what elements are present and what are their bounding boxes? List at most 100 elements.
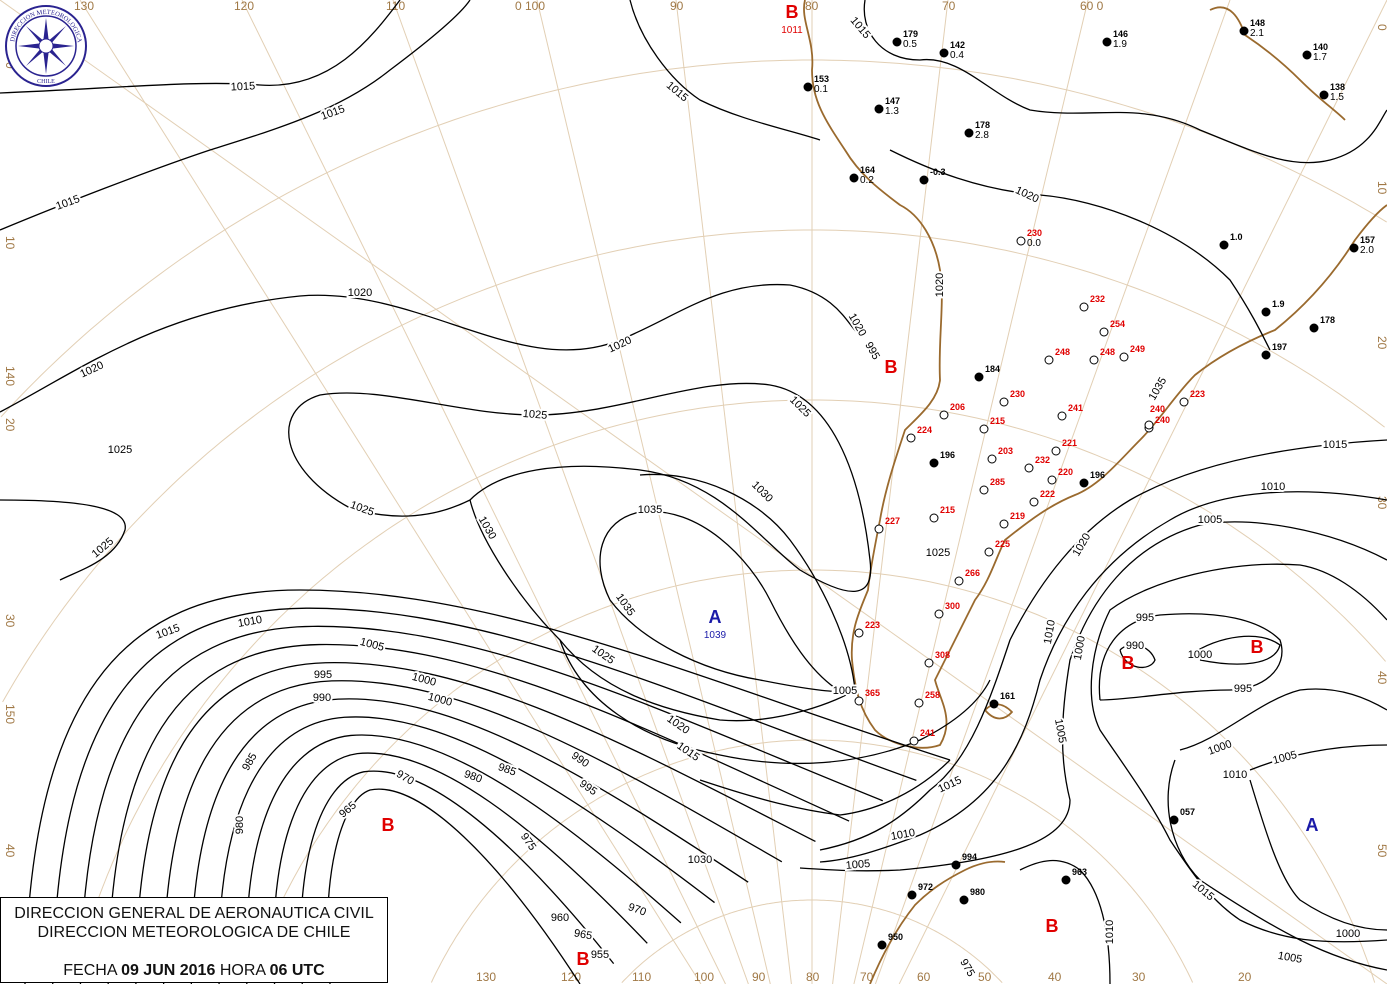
station-label-group: 950	[888, 932, 903, 942]
station-circle-icon	[849, 173, 859, 183]
meridian	[536, 0, 771, 984]
isobar-label-group: 1035	[636, 502, 664, 518]
grid-label-top: 90	[670, 0, 684, 13]
station-circle-icon	[1302, 50, 1312, 60]
title-box: DIRECCION GENERAL DE AERONAUTICA CIVIL D…	[0, 897, 388, 983]
low-pressure-center: B	[577, 949, 590, 969]
parallel	[430, 739, 1194, 983]
station-circle-icon	[1061, 875, 1071, 885]
isobar-label: 970	[626, 901, 647, 919]
isobar-990-east	[1119, 635, 1281, 669]
isobar-label-group: 1010	[888, 825, 918, 845]
isobar-label: 960	[551, 912, 569, 924]
station-circle-icon	[939, 48, 949, 58]
station-tendency: 1.3	[885, 106, 899, 117]
station-label-group: 254	[1110, 319, 1125, 329]
station-label-group: 972	[918, 882, 933, 892]
station-label-group: 230	[1010, 389, 1025, 399]
isobar-label-group: 970	[392, 766, 418, 790]
date-label: FECHA	[63, 962, 117, 979]
date-time-line: FECHA 09 JUN 2016 HORA 06 UTC	[1, 961, 387, 980]
station-label-group: 232	[1090, 294, 1105, 304]
isobar-label: 1035	[613, 591, 637, 618]
isobar-label: 1025	[787, 394, 813, 420]
grid-label-top: 80	[805, 0, 819, 13]
pressure-center-group: B	[1046, 916, 1059, 936]
isobar-label: 1020	[1071, 531, 1094, 558]
isobar-label: 1020	[846, 311, 869, 338]
grid-label-right: 50	[1375, 844, 1387, 858]
station-pressure: 223	[865, 620, 880, 630]
isobar-label: 1030	[749, 479, 775, 505]
pressure-center-group: B	[382, 815, 395, 835]
station-circle-icon	[989, 699, 999, 709]
isobar-label-group: 1015	[934, 772, 965, 797]
station-label-group: 215	[990, 416, 1005, 426]
isobar-label-group: 1010	[235, 612, 265, 632]
station-pressure: 215	[940, 505, 955, 515]
station-circle-icon	[979, 424, 989, 434]
isobar-label: 1010	[1104, 920, 1116, 944]
station-pressure: 285	[990, 477, 1005, 487]
station-label-group: 196	[940, 450, 955, 460]
low-pressure-center: B	[1251, 637, 1264, 657]
pressure-center-group: B	[577, 949, 590, 969]
isobar-label-group: 1010	[1102, 918, 1118, 946]
pressure-center-group: B 1011	[781, 2, 803, 36]
isobar-label: 1025	[90, 535, 116, 560]
station-label-group: 224	[917, 425, 932, 435]
station-tendency: 1.7	[1313, 52, 1327, 63]
station-label-group: 223	[865, 620, 880, 630]
isobar-label-group: 1025	[88, 533, 118, 562]
isobar-label: 1000	[1336, 928, 1360, 940]
station-circle-icon	[929, 513, 939, 523]
station-pressure: 142	[950, 40, 965, 50]
coastline-south-america	[803, 0, 1387, 749]
station-label-group: 232	[1035, 455, 1050, 465]
parallel	[248, 569, 1376, 983]
isobar-label-group: 965	[571, 925, 595, 944]
station-circle-icon	[1079, 478, 1089, 488]
isobar-label: 1005	[1052, 718, 1068, 744]
isobar-label-group: 1005	[1275, 948, 1305, 968]
station-circle-icon	[984, 547, 994, 557]
hour-label: HORA	[219, 962, 266, 979]
isobar-label-group: 975	[516, 829, 540, 855]
isobar-label: 1005	[1272, 749, 1299, 767]
grid-label-right: 40	[1375, 671, 1387, 685]
station-label-group: 248	[1100, 347, 1115, 357]
isobar-label-group: 1015	[1188, 876, 1218, 905]
isobar-label-group: 1020	[663, 711, 694, 739]
pressure-center-group: B	[885, 357, 898, 377]
isobar-label: 995	[314, 669, 332, 681]
station-label-group: 220	[1058, 467, 1073, 477]
isobar-label-group: 1005	[1196, 512, 1224, 528]
station-pressure: 240	[1150, 404, 1165, 414]
grid-label-bottom: 30	[1132, 970, 1146, 984]
isobar-990	[190, 698, 749, 984]
isobar-label-group: 990	[1124, 638, 1146, 654]
station-pressure: 230	[1010, 389, 1025, 399]
low-pressure-center: B	[885, 357, 898, 377]
isobar-label-group: 990	[567, 748, 593, 772]
station-pressure: 224	[917, 425, 932, 435]
coastline-falklands	[984, 703, 1013, 720]
isobar-label-group: 1015	[1321, 437, 1349, 453]
isobar-label: 990	[313, 692, 331, 704]
grid-label-top: 130	[74, 0, 94, 13]
station-circle-icon	[854, 696, 864, 706]
station-label-group: 258	[925, 690, 940, 700]
station-pressure: 300	[945, 601, 960, 611]
coastline-antarctic-peninsula	[869, 860, 1006, 984]
station-pressure: 215	[990, 416, 1005, 426]
station-pressure: 258	[925, 690, 940, 700]
station-tendency: 0.5	[903, 39, 917, 50]
station-pressure: 1.9	[1272, 299, 1285, 309]
station-label-group: 184	[985, 364, 1000, 374]
